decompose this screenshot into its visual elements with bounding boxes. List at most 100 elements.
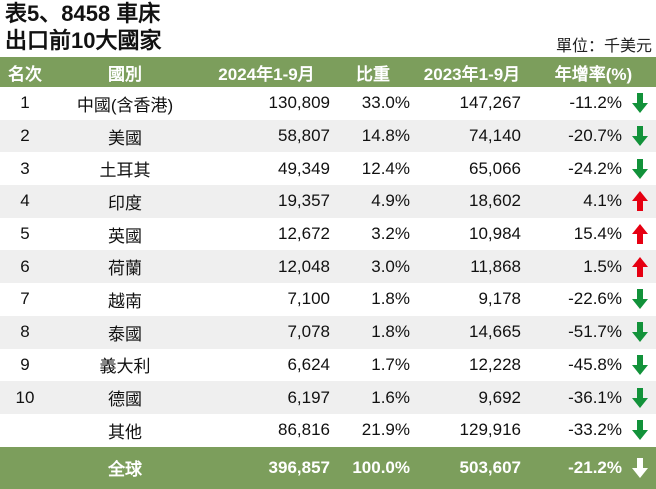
cell-value-2023: 129,916 xyxy=(459,420,521,440)
total-yoy: -21.2% xyxy=(531,447,656,489)
cell-value-2023: 65,066 xyxy=(469,158,521,178)
arrow-down-icon xyxy=(632,93,648,114)
header-yoy: 年增率(%) xyxy=(554,64,633,84)
table-row: 1 中國(含香港) 130,809 33.0% 147,267 -11.2% xyxy=(0,87,656,120)
yoy-value: -24.2% xyxy=(568,158,622,178)
total-value-2023: 503,607 xyxy=(459,457,521,477)
table-row: 4 印度 19,357 4.9% 18,602 4.1% xyxy=(0,185,656,218)
cell-rank: 5 xyxy=(20,224,30,244)
table-title-line1: 表5、8458 車床 xyxy=(5,1,161,26)
arrow-down-icon xyxy=(632,322,648,343)
yoy-value: -36.1% xyxy=(568,387,622,407)
table-row: 2 美國 58,807 14.8% 74,140 -20.7% xyxy=(0,119,656,153)
cell-rank: 7 xyxy=(20,289,30,309)
cell-yoy: 4.1% xyxy=(531,185,656,218)
cell-rank: 8 xyxy=(20,322,30,342)
total-country: 全球 xyxy=(108,460,142,480)
cell-country: 義大利 xyxy=(99,357,151,377)
arrow-down-icon xyxy=(632,126,648,147)
cell-country: 中國(含香港) xyxy=(76,95,174,115)
cell-value-2024: 7,100 xyxy=(287,289,330,309)
cell-share: 14.8% xyxy=(361,126,410,146)
header-share: 比重 xyxy=(356,64,390,84)
table-title-line2: 出口前10大國家 xyxy=(5,28,162,53)
yoy-value: -51.7% xyxy=(568,322,622,342)
table-row: 9 義大利 6,624 1.7% 12,228 -45.8% xyxy=(0,348,656,382)
cell-yoy: -22.6% xyxy=(531,283,656,316)
cell-value-2023: 11,868 xyxy=(470,256,521,276)
cell-value-2024: 58,807 xyxy=(278,126,330,146)
cell-yoy: -20.7% xyxy=(531,120,656,153)
arrow-up-icon xyxy=(632,224,648,245)
table-row: 3 土耳其 49,349 12.4% 65,066 -24.2% xyxy=(0,152,656,186)
table-row: 其他 86,816 21.9% 129,916 -33.2% xyxy=(0,413,656,447)
cell-country: 美國 xyxy=(108,128,142,148)
header-rank: 名次 xyxy=(8,64,42,84)
cell-value-2024: 12,672 xyxy=(278,224,330,244)
cell-value-2024: 19,357 xyxy=(278,191,330,211)
cell-yoy: -51.7% xyxy=(531,316,656,349)
cell-value-2024: 49,349 xyxy=(278,158,330,178)
cell-rank: 6 xyxy=(20,256,30,276)
cell-yoy: -36.1% xyxy=(531,381,656,414)
table-row: 6 荷蘭 12,048 3.0% 11,868 1.5% xyxy=(0,250,656,284)
cell-share: 1.6% xyxy=(371,387,410,407)
cell-share: 1.8% xyxy=(371,322,410,342)
total-row: 全球 396,857 100.0% 503,607 -21.2% xyxy=(0,446,656,489)
cell-share: 33.0% xyxy=(361,93,410,113)
cell-value-2023: 9,178 xyxy=(478,289,521,309)
yoy-value: -11.2% xyxy=(569,93,622,113)
total-yoy-value: -21.2% xyxy=(568,457,622,477)
table-header-row: 名次 國別 2024年1-9月 比重 2023年1-9月 年增率(%) xyxy=(0,57,656,87)
yoy-value: 1.5% xyxy=(583,256,622,276)
cell-rank: 1 xyxy=(20,93,30,113)
cell-value-2024: 6,197 xyxy=(287,387,330,407)
arrow-up-icon xyxy=(632,256,648,277)
cell-yoy: -11.2% xyxy=(531,87,656,120)
arrow-down-icon xyxy=(632,289,648,310)
yoy-value: -22.6% xyxy=(568,289,622,309)
cell-yoy: -45.8% xyxy=(531,349,656,382)
total-share: 100.0% xyxy=(352,457,410,477)
cell-country: 印度 xyxy=(108,193,142,213)
unit-label: 單位：千美元 xyxy=(555,38,652,55)
cell-rank: 9 xyxy=(20,354,30,374)
cell-value-2024: 130,809 xyxy=(268,93,330,113)
cell-share: 21.9% xyxy=(361,420,410,440)
arrow-down-icon xyxy=(632,457,648,478)
cell-value-2023: 12,228 xyxy=(469,354,521,374)
cell-value-2024: 7,078 xyxy=(287,322,330,342)
cell-yoy: 1.5% xyxy=(531,250,656,283)
arrow-down-icon xyxy=(632,354,648,375)
cell-value-2023: 147,267 xyxy=(459,93,521,113)
cell-yoy: -33.2% xyxy=(531,414,656,447)
cell-rank: 10 xyxy=(15,387,35,407)
cell-country: 英國 xyxy=(108,226,142,246)
yoy-value: -20.7% xyxy=(568,126,622,146)
yoy-value: -33.2% xyxy=(568,420,622,440)
cell-value-2024: 6,624 xyxy=(287,354,330,374)
total-value-2024: 396,857 xyxy=(268,457,330,477)
cell-share: 3.0% xyxy=(371,256,410,276)
arrow-down-icon xyxy=(632,420,648,441)
cell-yoy: -24.2% xyxy=(531,152,656,185)
cell-rank xyxy=(0,414,50,447)
yoy-value: 15.4% xyxy=(573,224,622,244)
cell-share: 3.2% xyxy=(371,224,410,244)
header-2024: 2024年1-9月 xyxy=(218,64,315,84)
header-country: 國別 xyxy=(108,64,142,84)
yoy-value: 4.1% xyxy=(583,191,622,211)
cell-yoy: 15.4% xyxy=(531,218,656,251)
cell-rank: 3 xyxy=(20,158,30,178)
table-row: 7 越南 7,100 1.8% 9,178 -22.6% xyxy=(0,283,656,316)
cell-country: 荷蘭 xyxy=(108,259,142,279)
table-row: 8 泰國 7,078 1.8% 14,665 -51.7% xyxy=(0,315,656,349)
yoy-value: -45.8% xyxy=(568,354,622,374)
cell-country: 越南 xyxy=(108,291,142,311)
cell-rank: 4 xyxy=(20,191,30,211)
cell-value-2023: 74,140 xyxy=(469,126,521,146)
cell-share: 1.8% xyxy=(371,289,410,309)
arrow-down-icon xyxy=(632,158,648,179)
cell-share: 4.9% xyxy=(371,191,410,211)
cell-country: 土耳其 xyxy=(99,161,151,181)
